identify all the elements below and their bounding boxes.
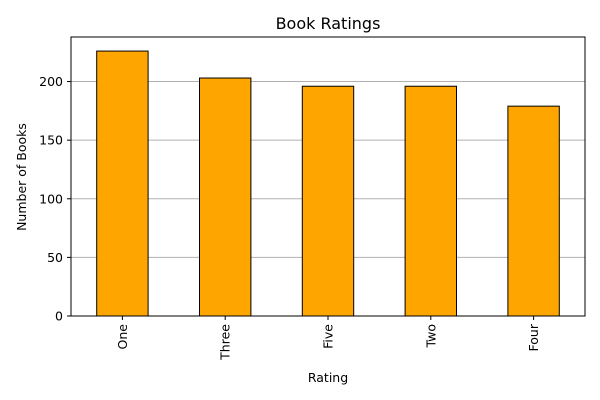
bar-four: [507, 105, 560, 317]
bar-one: [96, 50, 149, 317]
x-tick-label: Five: [321, 324, 336, 349]
y-tick-label: 150: [39, 133, 63, 148]
x-ticks-layer: One Three Five Two Four: [115, 316, 541, 361]
x-tick-label: Two: [423, 324, 438, 348]
x-tick-label: Four: [526, 323, 541, 351]
x-tick-label: Three: [218, 324, 233, 361]
y-axis-label: Number of Books: [14, 123, 29, 231]
y-tick-label: 200: [39, 74, 63, 89]
chart-title: Book Ratings: [276, 14, 381, 33]
y-tick-label: 50: [47, 250, 63, 265]
bar-five: [301, 85, 355, 317]
x-tick-label: One: [115, 324, 130, 350]
x-axis-label: Rating: [308, 370, 348, 385]
y-tick-label: 100: [39, 191, 63, 206]
bar-three: [199, 77, 252, 317]
y-tick-label: 0: [55, 309, 63, 324]
bar-two: [404, 85, 458, 317]
y-ticks-layer: 0 50 100 150 200: [39, 74, 71, 324]
bars-layer: [96, 50, 560, 317]
